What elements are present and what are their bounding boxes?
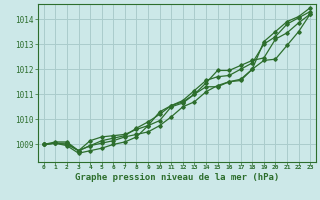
X-axis label: Graphe pression niveau de la mer (hPa): Graphe pression niveau de la mer (hPa) <box>75 173 279 182</box>
